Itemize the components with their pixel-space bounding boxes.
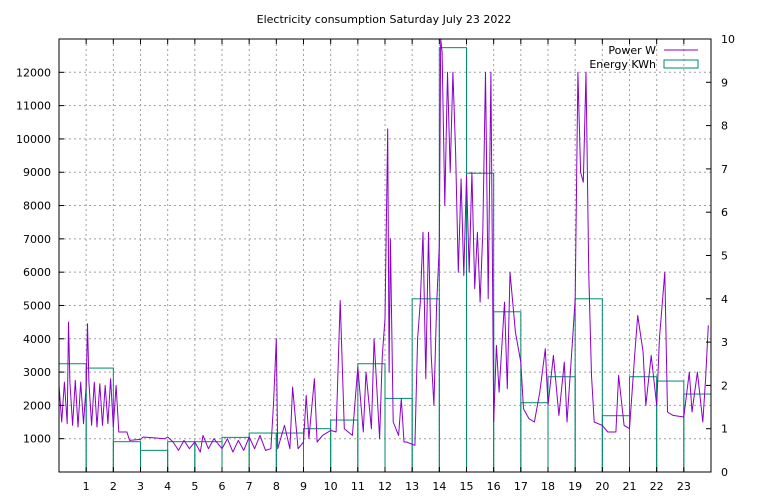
energy-bar: [629, 376, 658, 473]
x-tick-label: 4: [164, 480, 171, 493]
y-tick-label-left: 12000: [16, 66, 51, 79]
x-tick-label: 14: [432, 480, 446, 493]
y-tick-label-right: 3: [721, 336, 728, 349]
x-tick-label: 8: [273, 480, 280, 493]
legend-label-energy: Energy KWh: [589, 58, 656, 71]
energy-bar: [683, 393, 712, 473]
y-tick-label-left: 7000: [23, 233, 51, 246]
y-tick-label-right: 8: [721, 120, 728, 133]
legend: Power W Energy KWh: [589, 44, 699, 71]
energy-bar: [248, 432, 277, 473]
energy-bar: [656, 380, 685, 473]
x-tick-label: 1: [83, 480, 90, 493]
x-tick-label: 16: [487, 480, 501, 493]
y-tick-label-right: 10: [721, 33, 735, 46]
x-tick-label: 6: [219, 480, 226, 493]
x-tick-label: 17: [514, 480, 528, 493]
y-tick-label-left: 11000: [16, 100, 51, 113]
chart-title: Electricity consumption Saturday July 23…: [257, 13, 512, 26]
x-tick-label: 15: [460, 480, 474, 493]
energy-bar: [493, 311, 522, 473]
legend-label-power: Power W: [608, 44, 656, 57]
y-tick-label-right: 4: [721, 293, 728, 306]
x-tick-label: 5: [191, 480, 198, 493]
energy-bar: [112, 441, 142, 473]
y-tick-label-left: 9000: [23, 166, 51, 179]
y-tick-label-right: 1: [721, 423, 728, 436]
y-tick-label-right: 2: [721, 379, 728, 392]
y-tick-label-right: 6: [721, 206, 728, 219]
x-tick-label: 12: [378, 480, 392, 493]
y-tick-label-left: 5000: [23, 299, 51, 312]
x-tick-label: 13: [405, 480, 419, 493]
y-tick-label-left: 10000: [16, 133, 51, 146]
axes: 1 2 3 4 5 6 7 8 9 10 11 12 13 14 15 16 17 18 19 20 21 22 23100…: [16, 33, 735, 493]
y-tick-label-right: 7: [721, 163, 728, 176]
energy-bar: [221, 436, 250, 473]
y-tick-label-left: 3000: [23, 366, 51, 379]
legend-swatch-energy: [663, 59, 699, 69]
x-tick-label: 3: [137, 480, 144, 493]
x-tick-label: 11: [351, 480, 365, 493]
y-tick-label-right: 9: [721, 76, 728, 89]
x-tick-label: 18: [541, 480, 555, 493]
y-tick-label-left: 6000: [23, 266, 51, 279]
energy-bar: [194, 441, 223, 473]
power-series: [58, 38, 709, 453]
y-tick-label-left: 4000: [23, 333, 51, 346]
y-tick-label-left: 1000: [23, 433, 51, 446]
energy-bar: [520, 402, 549, 473]
power-line: [58, 38, 709, 453]
energy-bar: [140, 449, 169, 473]
x-tick-label: 7: [246, 480, 253, 493]
x-tick-label: 19: [568, 480, 582, 493]
x-tick-label: 10: [324, 480, 338, 493]
x-tick-label: 21: [623, 480, 637, 493]
y-tick-label-right: 0: [721, 466, 728, 479]
x-tick-label: 9: [300, 480, 307, 493]
energy-bar: [574, 298, 603, 473]
y-tick-label-left: 2000: [23, 399, 51, 412]
y-tick-label-right: 5: [721, 250, 728, 263]
x-tick-label: 2: [110, 480, 117, 493]
y-tick-label-left: 8000: [23, 200, 51, 213]
x-tick-label: 22: [650, 480, 664, 493]
x-tick-label: 23: [677, 480, 691, 493]
x-tick-label: 20: [595, 480, 609, 493]
